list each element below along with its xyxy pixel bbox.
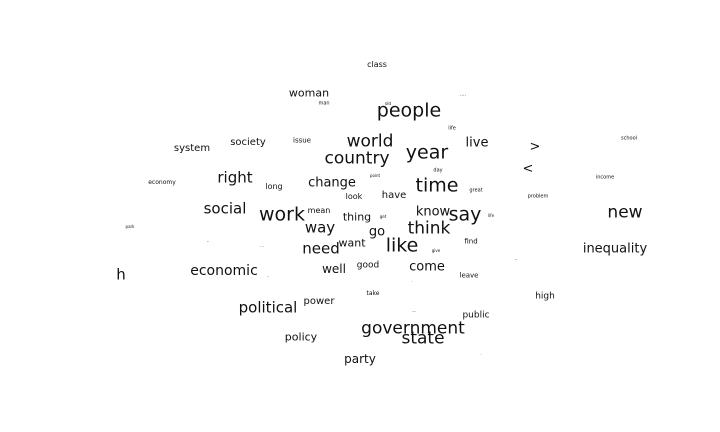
word-social: social: [203, 199, 247, 218]
word-leave: leave: [459, 271, 479, 280]
word-government: government: [361, 318, 465, 339]
word-dot-4: .: [480, 351, 482, 356]
word-long: long: [265, 182, 283, 191]
word-country: country: [324, 148, 390, 169]
word-get: get: [379, 214, 387, 219]
word-party: party: [344, 352, 376, 366]
word-class: class: [367, 60, 387, 69]
word-great: great: [469, 187, 483, 194]
word-well: well: [322, 262, 346, 276]
word-ellipsis-3: ....: [411, 308, 417, 313]
word-greater-than: >: [529, 139, 541, 155]
word-thing: thing: [342, 210, 372, 224]
word-problem: problem: [527, 193, 549, 200]
word-high: high: [535, 291, 555, 302]
word-go: go: [368, 224, 386, 240]
word-woman: woman: [288, 86, 330, 100]
word-know: know: [415, 204, 451, 220]
word-want: want: [338, 236, 366, 250]
word-time: time: [415, 174, 459, 197]
word-policy: policy: [284, 330, 318, 344]
word-need: need: [302, 239, 340, 258]
word-life-tiny: life: [487, 213, 495, 218]
word-dot-3: .: [411, 278, 413, 283]
word-old: old: [384, 101, 392, 106]
word-h: h: [116, 265, 126, 284]
word-ellipsis-1: ....: [459, 91, 467, 98]
word-man: man: [318, 100, 330, 107]
word-come: come: [409, 259, 445, 275]
word-look: look: [345, 192, 363, 201]
word-live: live: [465, 135, 489, 151]
word-ellipsis-2: ...: [260, 243, 264, 248]
word-society: society: [230, 137, 266, 148]
word-world: world: [346, 131, 394, 152]
word-school: school: [620, 135, 638, 142]
word-power: power: [303, 296, 335, 307]
word-point: point: [369, 173, 381, 178]
word-people: people: [376, 99, 442, 122]
word-dot-1: .: [207, 237, 209, 244]
word-new: new: [607, 202, 643, 223]
word-economy: economy: [148, 179, 176, 186]
word-work: work: [259, 203, 305, 226]
word-way: way: [304, 218, 336, 237]
word-dash: -: [267, 274, 269, 279]
word-inequality: inequality: [582, 241, 648, 257]
word-day: day: [433, 167, 443, 174]
word-park: park: [125, 224, 135, 229]
word-life-small: life: [448, 125, 456, 132]
word-say: say: [448, 203, 482, 226]
word-find: find: [464, 237, 478, 246]
word-political: political: [238, 298, 298, 317]
word-issue: issue: [293, 136, 311, 145]
word-good: good: [356, 260, 380, 271]
word-like: like: [385, 234, 419, 257]
word-state: state: [401, 328, 445, 349]
word-less-than: <: [522, 161, 534, 177]
word-year: year: [405, 141, 449, 164]
word-think: think: [407, 218, 451, 239]
word-economic: economic: [190, 263, 258, 279]
word-dot-2: .: [515, 255, 517, 262]
word-take: take: [366, 290, 380, 297]
word-system: system: [173, 143, 211, 154]
word-income: income: [595, 174, 615, 181]
word-right: right: [217, 168, 253, 187]
word-public: public: [462, 310, 490, 321]
word-change: change: [308, 175, 356, 191]
word-mean: mean: [307, 206, 331, 215]
word-have: have: [381, 190, 407, 201]
word-give: give: [431, 248, 441, 253]
